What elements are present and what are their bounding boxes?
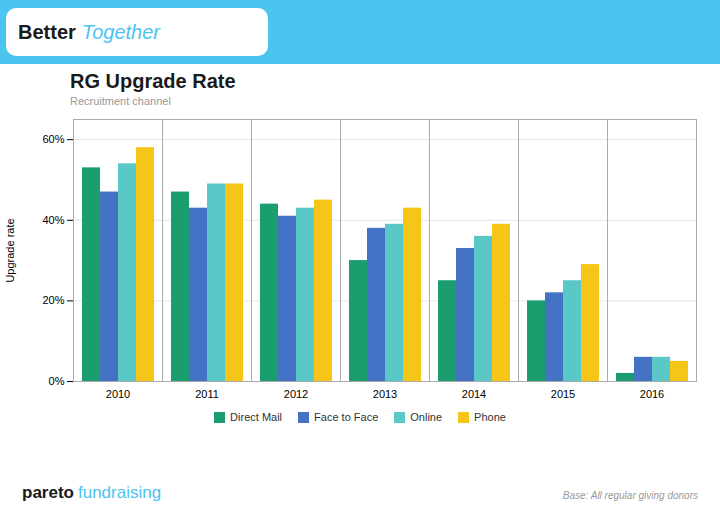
svg-text:40%: 40%	[42, 214, 64, 226]
html-text:Base: All regular giving donor: Base: All regular giving donors	[562, 490, 698, 501]
html-text:Online: Online	[410, 411, 443, 423]
svg-text:2012: 2012	[284, 388, 308, 400]
svg-text:60%: 60%	[42, 133, 64, 145]
svg-text:Upgrade rate: Upgrade rate	[4, 218, 16, 282]
svg-text:2013: 2013	[373, 388, 397, 400]
svg-text:0%: 0%	[49, 375, 65, 387]
svg-text:20%: 20%	[42, 294, 64, 306]
html-text:Better Together: Better Together	[18, 20, 160, 43]
svg-text:2010: 2010	[106, 388, 130, 400]
svg-text:2014: 2014	[462, 388, 486, 400]
html-text:Face to Face: Face to Face	[314, 411, 379, 423]
svg-text:2011: 2011	[195, 388, 219, 400]
svg-text:2016: 2016	[640, 388, 664, 400]
svg-text:2015: 2015	[551, 388, 575, 400]
html-text:pareto fundraising: pareto fundraising	[22, 483, 162, 502]
html-text:Direct Mail: Direct Mail	[230, 411, 283, 423]
html-text:RG Upgrade Rate: RG Upgrade Rate	[70, 70, 236, 92]
html-text:Phone: Phone	[474, 411, 506, 423]
html-text:Recruitment channel: Recruitment channel	[70, 95, 171, 107]
